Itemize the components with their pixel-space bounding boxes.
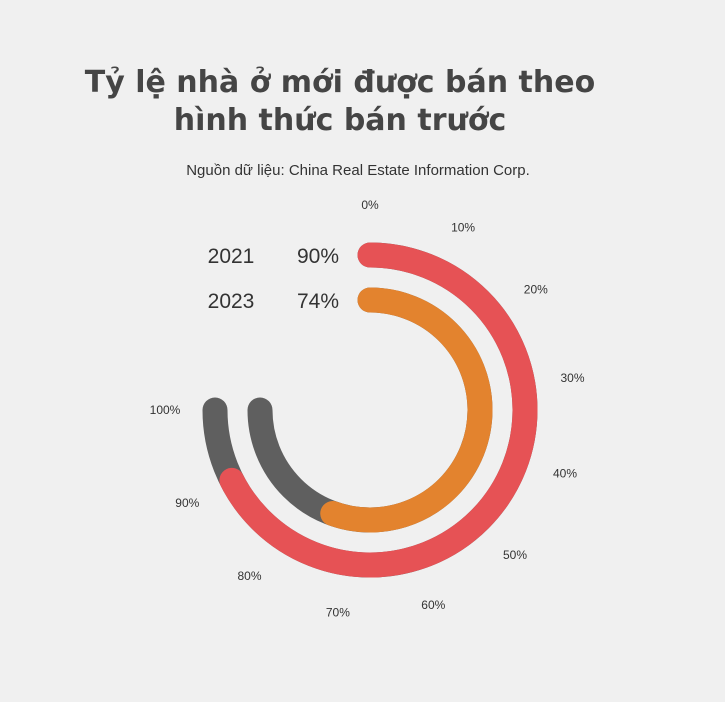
tick-label: 20% [524, 283, 548, 297]
legend-value-2023: 74% [297, 290, 339, 313]
tick-label: 30% [560, 371, 584, 385]
tick-label: 50% [503, 548, 527, 562]
tick-label: 80% [237, 569, 261, 583]
tick-label: 90% [175, 496, 199, 510]
legend-year-2023: 2023 [208, 290, 255, 313]
series-value-arc-2021 [219, 242, 538, 578]
legend-year-2021: 2021 [208, 245, 255, 268]
series-value-arc-2023 [320, 287, 493, 533]
tick-label: 10% [451, 220, 475, 234]
tick-label: 0% [361, 198, 379, 212]
tick-label: 70% [326, 606, 350, 620]
chart-title-line-2: hình thức bán trước [173, 103, 507, 138]
chart-title: Tỷ lệ nhà ở mới được bán theo hình thức … [0, 64, 680, 140]
tick-label: 60% [421, 598, 445, 612]
tick-label: 100% [150, 403, 181, 417]
tick-label: 40% [553, 466, 577, 480]
chart-title-line-1: Tỷ lệ nhà ở mới được bán theo [84, 65, 596, 100]
legend-value-2021: 90% [297, 245, 339, 268]
chart-source: Nguồn dữ liệu: China Real Estate Informa… [186, 162, 530, 179]
